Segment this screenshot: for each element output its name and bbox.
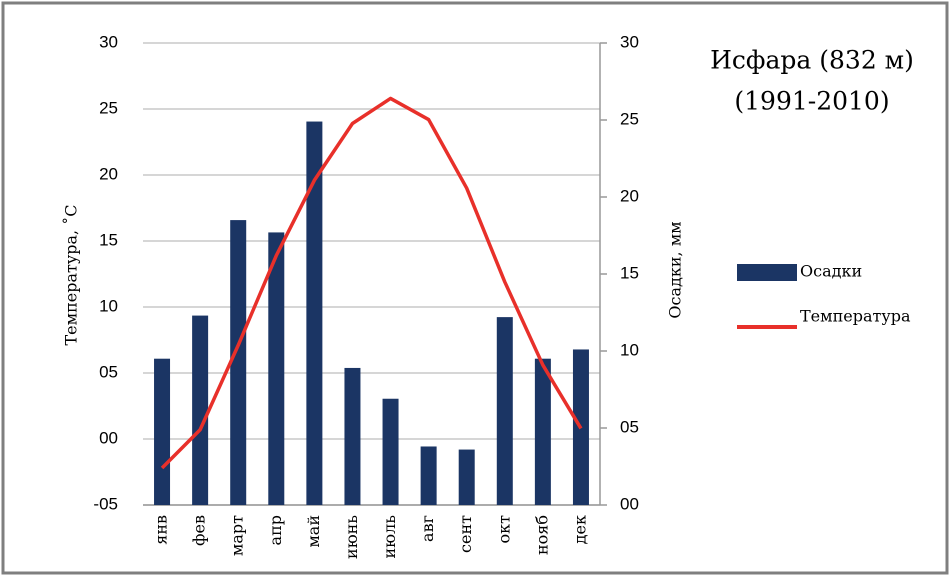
- bar: [192, 315, 209, 505]
- x-tick-label: янв: [152, 515, 171, 545]
- x-tick-label: июль: [380, 515, 399, 559]
- bar: [382, 398, 399, 505]
- y-tick-label: 10: [99, 296, 118, 315]
- bar: [306, 121, 323, 505]
- y2-tick-label: 10: [620, 340, 639, 359]
- x-tick-label: нояб: [532, 515, 551, 555]
- y2-tick-label: 15: [620, 263, 639, 282]
- y2-tick-label: 00: [620, 494, 639, 513]
- x-tick-label: авг: [418, 515, 437, 542]
- x-tick-label: фев: [190, 515, 209, 546]
- bar: [344, 367, 361, 505]
- y-tick-label: 00: [99, 428, 118, 447]
- y-tick-label: 30: [99, 32, 118, 51]
- legend-swatch: [737, 264, 797, 281]
- y-axis-title: Температура, ˚С: [62, 205, 81, 346]
- y-tick-label: 25: [99, 98, 118, 117]
- y-tick-label: -05: [93, 494, 118, 513]
- x-tick-label: окт: [494, 515, 513, 544]
- bar: [230, 220, 247, 505]
- bar: [154, 358, 171, 505]
- x-tick-label: апр: [266, 515, 285, 545]
- x-tick-label: дек: [570, 515, 589, 544]
- x-tick-label: март: [228, 515, 247, 556]
- y-tick-label: 05: [99, 362, 118, 381]
- legend-label: Температура: [800, 307, 911, 326]
- y2-tick-label: 20: [620, 186, 639, 205]
- y2-tick-label: 25: [620, 109, 639, 128]
- bar: [534, 358, 551, 505]
- x-tick-label: июнь: [342, 515, 361, 559]
- bar: [420, 446, 437, 505]
- y-tick-label: 15: [99, 230, 118, 249]
- y-tick-label: 20: [99, 164, 118, 183]
- bar: [458, 449, 475, 505]
- line: [160, 96, 583, 470]
- x-tick-label: май: [304, 515, 323, 548]
- bar: [268, 232, 285, 506]
- y2-tick-label: 30: [620, 32, 639, 51]
- x-tick-label: сент: [456, 515, 475, 553]
- chart-subtitle: (1991-2010): [734, 87, 889, 116]
- y2-axis-title: Осадки, мм: [666, 221, 685, 318]
- chart-title: Исфара (832 м): [710, 46, 914, 75]
- bar: [496, 317, 513, 505]
- y2-tick-label: 05: [620, 417, 639, 436]
- legend-label: Осадки: [800, 262, 862, 281]
